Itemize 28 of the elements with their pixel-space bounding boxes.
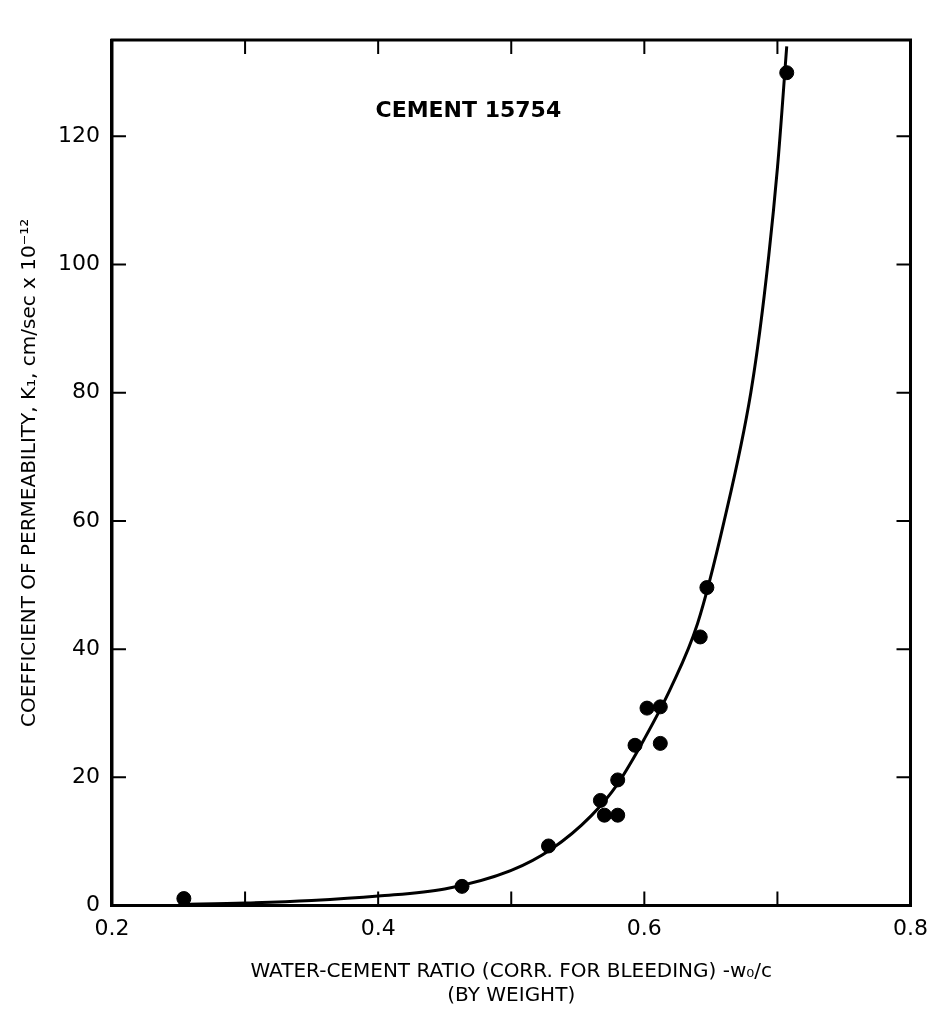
y-tick-label: 0 [85,891,100,917]
annotation: CEMENT 15754 [375,96,562,122]
point [779,65,795,81]
x-axis-title: WATER-CEMENT RATIO (CORR. FOR BLEEDING) -w₀/c (BY WEIGHT) [250,958,773,1007]
y-tick-label: 100 [57,250,100,276]
point [652,699,668,715]
point [610,772,626,788]
point [639,700,655,716]
point [627,737,643,753]
y-tick-label: 60 [71,506,100,532]
x-tick-label: 0.8 [893,914,929,940]
x-tick-label: 0.2 [94,914,130,940]
y-tick-label: 40 [71,634,100,660]
y-axis-title: COEFFICIENT OF PERMEABILITY, K₁, cm/sec x 10⁻¹² [16,218,41,727]
point [699,580,715,596]
point [692,629,708,645]
y-tick-label: 20 [71,763,100,789]
point [592,792,608,808]
y-tick-label: 120 [57,121,100,147]
x-tick-label: 0.6 [626,914,662,940]
point [176,891,192,906]
y-tick-label: 80 [71,378,100,404]
point [610,807,626,823]
point [596,807,612,823]
point [454,878,470,894]
point [541,838,557,854]
x-tick-label: 0.4 [360,914,396,940]
point [652,735,668,751]
